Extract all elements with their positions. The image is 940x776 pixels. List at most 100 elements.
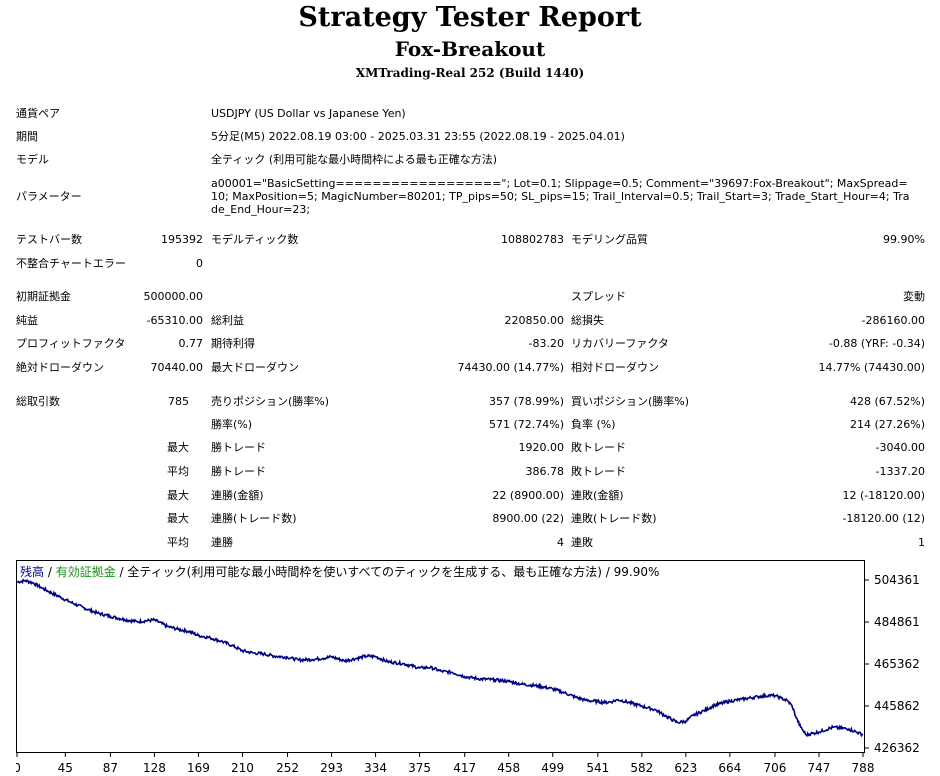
gross-profit-label: 総利益	[211, 314, 244, 327]
win-rate-label: 勝率(%)	[211, 418, 253, 431]
x-tick-label: 664	[718, 761, 741, 775]
avg-cons-loss-label: 連敗	[571, 536, 593, 549]
avg-win-value: 386.78	[525, 465, 565, 478]
x-tick-label: 582	[630, 761, 653, 775]
chart-title: 残高 / 有効証拠金 / 全ティック(利用可能な最小時間枠を使いすべてのティック…	[20, 564, 659, 579]
largest-loss-label: 敗トレード	[571, 441, 626, 454]
x-tick-label: 293	[320, 761, 343, 775]
chart-title-equity: 有効証拠金	[56, 564, 116, 579]
cons-loss-cnt-value: -18120.00 (12)	[842, 512, 925, 525]
x-tick-label: 169	[187, 761, 210, 775]
period-value: 5分足(M5) 2022.08.19 03:00 - 2025.03.31 23…	[211, 130, 625, 143]
avg-loss-value: -1337.20	[875, 465, 925, 478]
loss-rate-value: 214 (27.26%)	[849, 418, 925, 431]
cons-win-cnt-value: 8900.00 (22)	[492, 512, 564, 525]
period-label: 期間	[16, 130, 38, 143]
pf-label: プロフィットファクタ	[16, 337, 126, 350]
recovery-value: -0.88 (YRF: -0.34)	[828, 337, 925, 350]
largest-loss-value: -3040.00	[875, 441, 925, 454]
pair-label: 通貨ペア	[16, 107, 60, 120]
pair-value: USDJPY (US Dollar vs Japanese Yen)	[211, 107, 406, 120]
bars-value: 195392	[161, 233, 203, 246]
x-tick-label: 375	[408, 761, 431, 775]
avg-label: 平均	[167, 536, 189, 549]
deposit-label: 初期証拠金	[16, 290, 71, 303]
series-lines	[16, 578, 864, 738]
y-tick-label: 504361	[874, 573, 920, 587]
avg-cons-win-value: 4	[557, 536, 564, 549]
cons-win-amt-value: 22 (8900.00)	[492, 489, 564, 502]
spread-label: スプレッド	[571, 290, 626, 303]
max-label: 最大	[167, 441, 189, 454]
balance-chart: 残高 / 有効証拠金 / 全ティック(利用可能な最小時間枠を使いすべてのティック…	[16, 560, 920, 775]
trades-value: 785	[168, 395, 189, 408]
recovery-label: リカバリーファクタ	[571, 337, 669, 350]
rel-dd-label: 相対ドローダウン	[571, 361, 659, 374]
chart-title-sep: /	[44, 565, 56, 579]
x-tick-label: 252	[276, 761, 299, 775]
server-build: XMTrading-Real 252 (Build 1440)	[355, 66, 585, 80]
model-value: 全ティック (利用可能な最小時間枠による最も正確な方法)	[211, 153, 498, 166]
largest-win-value: 1920.00	[518, 441, 565, 454]
gross-loss-label: 総損失	[571, 314, 604, 327]
deposit-value: 500000.00	[143, 290, 204, 303]
loss-rate-label: 負率 (%)	[571, 418, 616, 431]
x-tick-label: 747	[808, 761, 831, 775]
cons-win-amt-label: 連勝(金額)	[211, 489, 264, 502]
mismatch-label: 不整合チャートエラー	[16, 257, 126, 270]
gross-profit-value: 220850.00	[504, 314, 565, 327]
bars-label: テストバー数	[16, 233, 82, 246]
spread-value: 変動	[903, 290, 925, 303]
x-tick-label: 0	[16, 761, 21, 775]
gross-loss-value: -286160.00	[861, 314, 925, 327]
report-title: Strategy Tester Report	[298, 2, 642, 33]
max-dd-value: 74430.00 (14.77%)	[457, 361, 564, 374]
net-value: -65310.00	[146, 314, 203, 327]
mismatch-value: 0	[196, 257, 203, 270]
short-label: 売りポジション(勝率%)	[211, 395, 330, 408]
x-tick-label: 210	[231, 761, 254, 775]
avg-cons-win-label: 連勝	[211, 536, 233, 549]
max-dd-label: 最大ドローダウン	[211, 361, 299, 374]
net-label: 純益	[16, 314, 38, 327]
max-label: 最大	[167, 512, 189, 525]
balance-series-line	[16, 578, 864, 738]
short-value: 357 (78.99%)	[488, 395, 564, 408]
win-rate-value: 571 (72.74%)	[488, 418, 564, 431]
avg-cons-loss-value: 1	[918, 536, 925, 549]
ea-name: Fox-Breakout	[394, 37, 546, 61]
x-axis: 0 45 87 128 169 210 252 293 334 375 417 458 499 541 58…	[16, 753, 874, 775]
avg-loss-label: 敗トレード	[571, 465, 626, 478]
ticks-value: 108802783	[501, 233, 564, 246]
params-label: パラメーター	[16, 190, 82, 203]
pf-value: 0.77	[178, 337, 204, 350]
quality-label: モデリング品質	[571, 233, 648, 246]
y-tick-label: 426362	[874, 741, 920, 755]
cons-loss-amt-label: 連敗(金額)	[571, 489, 624, 502]
x-tick-label: 128	[143, 761, 166, 775]
y-axis: 504361 484861 465362 445862 426362	[864, 573, 920, 755]
y-tick-label: 465362	[874, 657, 920, 671]
params-value: a00001="BasicSetting==================";…	[211, 177, 910, 216]
ticks-label: モデルティック数	[211, 233, 299, 246]
payoff-label: 期待利得	[211, 337, 255, 350]
x-tick-label: 623	[674, 761, 697, 775]
x-tick-label: 45	[58, 761, 73, 775]
rel-dd-value: 14.77% (74430.00)	[818, 361, 925, 374]
chart-title-rest: / 全ティック(利用可能な最小時間枠を使いすべてのティックを生成する、最も正確な…	[116, 564, 660, 579]
x-tick-label: 499	[541, 761, 564, 775]
cons-loss-cnt-label: 連敗(トレード数)	[571, 512, 657, 525]
x-tick-label: 87	[103, 761, 118, 775]
x-tick-label: 788	[852, 761, 875, 775]
abs-dd-value: 70440.00	[150, 361, 204, 374]
cons-win-cnt-label: 連勝(トレード数)	[211, 512, 297, 525]
long-label: 買いポジション(勝率%)	[571, 395, 690, 408]
x-tick-label: 706	[764, 761, 787, 775]
cons-loss-amt-value: 12 (-18120.00)	[842, 489, 925, 502]
x-tick-label: 417	[453, 761, 476, 775]
avg-win-label: 勝トレード	[211, 465, 266, 478]
long-value: 428 (67.52%)	[849, 395, 925, 408]
plot-frame	[16, 560, 865, 753]
model-label: モデル	[16, 153, 49, 166]
trades-label: 総取引数	[16, 395, 60, 408]
